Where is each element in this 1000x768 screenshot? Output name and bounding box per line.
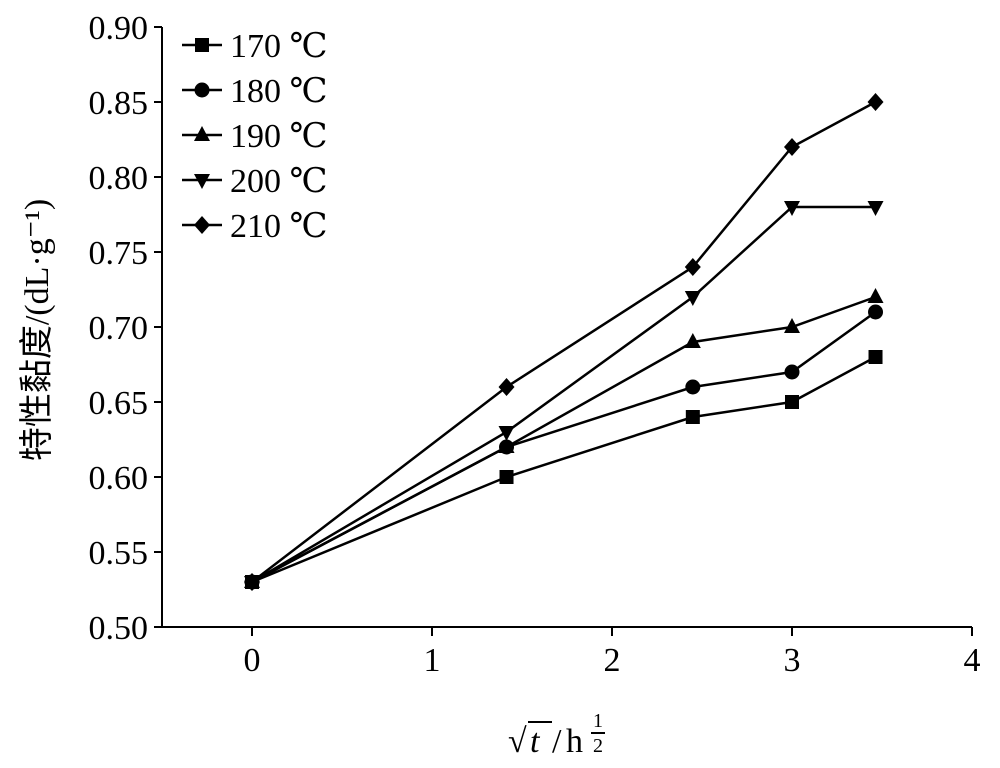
y-tick-label: 0.85 xyxy=(89,85,149,122)
axes: 0.50 0.55 0.60 0.65 0.70 0.75 0.80 0.85 0.90 0 1 2 3… xyxy=(89,10,981,679)
legend-item: 180 ℃ xyxy=(182,73,328,110)
legend-item: 210 ℃ xyxy=(182,208,328,245)
series-line xyxy=(251,205,876,584)
x-tick-label: 2 xyxy=(604,642,621,679)
y-tick-label: 0.65 xyxy=(89,385,149,422)
x-tick-label: 0 xyxy=(244,642,261,679)
square-marker xyxy=(685,410,700,424)
diamond-marker xyxy=(684,258,701,276)
legend-label: 190 ℃ xyxy=(230,118,328,155)
square-marker xyxy=(785,395,799,409)
triangle-down-marker xyxy=(684,291,701,306)
diamond-marker xyxy=(194,216,210,234)
square-marker xyxy=(499,470,514,484)
legend-label: 170 ℃ xyxy=(230,28,328,65)
x-tick-label: 3 xyxy=(784,642,801,679)
y-tick-label: 0.50 xyxy=(89,610,149,647)
square-marker xyxy=(868,350,883,364)
triangle-up-marker xyxy=(194,126,210,141)
x-label-exp-num: 1 xyxy=(593,710,603,732)
diamond-marker xyxy=(498,378,515,396)
triangle-down-marker xyxy=(784,201,800,216)
x-label-slash: / xyxy=(552,723,562,760)
x-axis-label: √ t / h 1 2 xyxy=(508,710,605,760)
legend-label: 210 ℃ xyxy=(230,208,328,245)
triangle-down-marker xyxy=(498,426,515,441)
x-tick-label: 1 xyxy=(424,642,441,679)
sqrt-symbol: √ xyxy=(508,723,527,760)
diamond-marker xyxy=(244,573,260,591)
y-axis-label: 特性黏度/(dL·g⁻¹) xyxy=(18,199,56,461)
y-tick-label: 0.55 xyxy=(89,535,149,572)
triangle-up-marker xyxy=(867,288,884,303)
x-label-exp-den: 2 xyxy=(593,735,603,757)
y-tick-label: 0.80 xyxy=(89,160,149,197)
legend-item: 190 ℃ xyxy=(182,118,328,155)
triangle-down-marker xyxy=(867,201,884,216)
legend: 170 ℃ 180 ℃ 190 ℃ 200 ℃ 210 ℃ xyxy=(182,28,328,245)
diamond-marker xyxy=(784,138,800,156)
legend-label: 200 ℃ xyxy=(230,163,328,200)
y-tick-label: 0.70 xyxy=(89,310,149,347)
series-line xyxy=(251,310,877,584)
x-label-unit: h xyxy=(566,723,583,760)
legend-item: 200 ℃ xyxy=(182,163,328,200)
diamond-marker xyxy=(867,93,884,111)
series-line xyxy=(251,295,876,584)
y-tick-label: 0.90 xyxy=(89,10,149,47)
y-tick-label: 0.60 xyxy=(89,460,149,497)
x-label-var: t xyxy=(530,723,541,760)
circle-marker xyxy=(685,379,701,395)
triangle-up-marker xyxy=(684,333,701,348)
x-tick-label: 4 xyxy=(964,642,981,679)
series-190 xyxy=(244,288,884,588)
circle-marker xyxy=(784,364,800,380)
circle-marker xyxy=(868,304,884,320)
circle-marker xyxy=(194,82,210,98)
legend-label: 180 ℃ xyxy=(230,73,328,110)
triangle-up-marker xyxy=(498,438,515,453)
series-170 xyxy=(245,350,883,589)
y-tick-label: 0.75 xyxy=(89,235,149,272)
series-group xyxy=(244,93,884,591)
square-marker xyxy=(195,38,209,52)
triangle-down-marker xyxy=(194,174,210,189)
series-line xyxy=(251,100,877,583)
triangle-up-marker xyxy=(784,318,800,333)
legend-item: 170 ℃ xyxy=(182,28,328,65)
series-210 xyxy=(244,93,884,591)
